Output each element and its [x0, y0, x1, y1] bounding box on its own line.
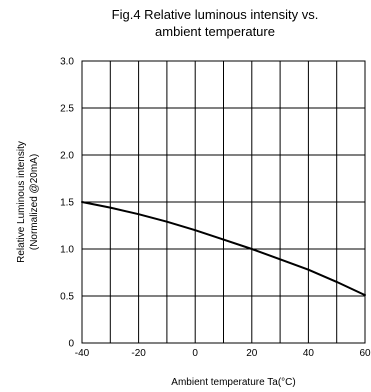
y-tick-label: 1.5	[60, 198, 74, 209]
data-point	[307, 268, 310, 271]
y-axis-label-line2: (Normalized @20mA)	[29, 154, 40, 250]
x-tick-labels: -40 -20 0 20 40 60	[75, 348, 371, 359]
y-tick-label: 2.5	[60, 104, 74, 115]
x-tick-label: -40	[75, 348, 90, 359]
data-point	[279, 258, 282, 261]
y-axis-label: Relative Luminous intensity (Normalized …	[16, 141, 40, 263]
y-tick-label: 3.0	[60, 57, 74, 68]
x-tick-label: 60	[359, 348, 371, 359]
x-tick-label: 20	[246, 348, 258, 359]
y-tick-label: 1.0	[60, 245, 74, 256]
y-tick-labels: 0 0.5 1.0 1.5 2.0 2.5 3.0	[60, 57, 74, 350]
grid-lines	[82, 61, 365, 343]
data-point	[81, 201, 83, 203]
data-point	[194, 229, 197, 232]
chart-title-line1: Fig.4 Relative luminous intensity vs.	[111, 7, 319, 22]
x-tick-label: 40	[303, 348, 315, 359]
data-point	[335, 280, 338, 283]
data-point	[165, 220, 168, 223]
y-axis-label-line1: Relative Luminous intensity	[16, 141, 27, 263]
data-point	[250, 248, 253, 250]
x-axis-label: Ambient temperature Ta(°C)	[171, 377, 295, 388]
x-tick-label: -20	[131, 348, 146, 359]
y-tick-label: 0.5	[60, 292, 74, 303]
y-tick-label: 0	[68, 339, 74, 350]
data-point	[364, 294, 366, 297]
x-tick-label: 0	[192, 348, 198, 359]
data-point	[222, 238, 225, 241]
y-tick-label: 2.0	[60, 151, 74, 162]
data-point	[109, 206, 112, 209]
chart-title-line2: ambient temperature	[155, 24, 275, 39]
chart-title: Fig.4 Relative luminous intensity vs. am…	[60, 6, 370, 40]
data-point	[137, 213, 140, 216]
series-points	[81, 201, 366, 297]
